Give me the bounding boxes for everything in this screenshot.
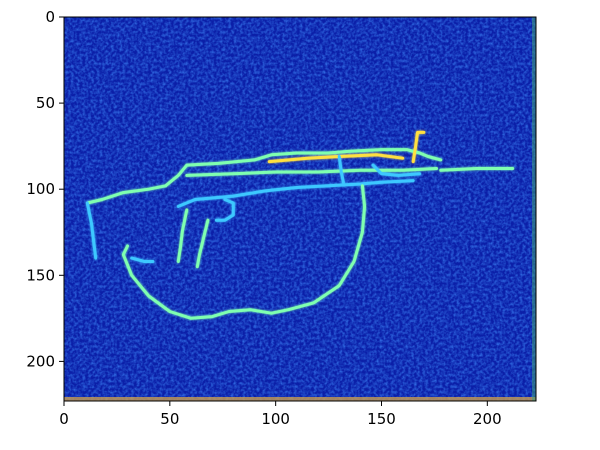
edge-path-hand-guard bbox=[371, 163, 422, 177]
plot-frame bbox=[63, 16, 537, 402]
x-tick-label: 0 bbox=[59, 410, 69, 428]
heatmap-texture bbox=[64, 17, 536, 401]
edge-path-mid-rail bbox=[185, 167, 438, 177]
plot-area bbox=[63, 16, 537, 402]
edge-path-stock-top-and-receiver bbox=[85, 148, 443, 205]
edge-path-receiver-lower bbox=[176, 179, 415, 208]
right-edge-highlight bbox=[532, 17, 536, 401]
y-tick-label: 0 bbox=[45, 8, 55, 26]
x-tick-label: 200 bbox=[473, 410, 502, 428]
edge-path-barrel bbox=[439, 167, 515, 172]
y-tick-label: 50 bbox=[36, 94, 55, 112]
edge-path-trigger-guard bbox=[214, 198, 235, 222]
x-tick-label: 50 bbox=[160, 410, 179, 428]
bottom-edge-highlight bbox=[64, 397, 536, 401]
edge-path-pistol-grip bbox=[176, 208, 189, 263]
edge-path-magazine-front bbox=[195, 218, 210, 269]
edge-highlights bbox=[85, 130, 515, 320]
edge-path-gas-block bbox=[337, 155, 345, 184]
y-tick-label: 150 bbox=[26, 266, 55, 284]
edge-path-front-sight bbox=[411, 130, 426, 164]
x-tick-label: 150 bbox=[367, 410, 396, 428]
y-tick-label: 200 bbox=[26, 352, 55, 370]
x-axis: 0 50 100 150 200 bbox=[59, 401, 502, 428]
edge-path-sling bbox=[121, 184, 367, 320]
edge-path-sling-loop bbox=[130, 256, 155, 263]
x-tick-label: 100 bbox=[261, 410, 290, 428]
y-tick-label: 100 bbox=[26, 180, 55, 198]
y-axis: 0 50 100 150 200 bbox=[26, 8, 64, 370]
edge-path-stock-butt bbox=[85, 201, 98, 260]
